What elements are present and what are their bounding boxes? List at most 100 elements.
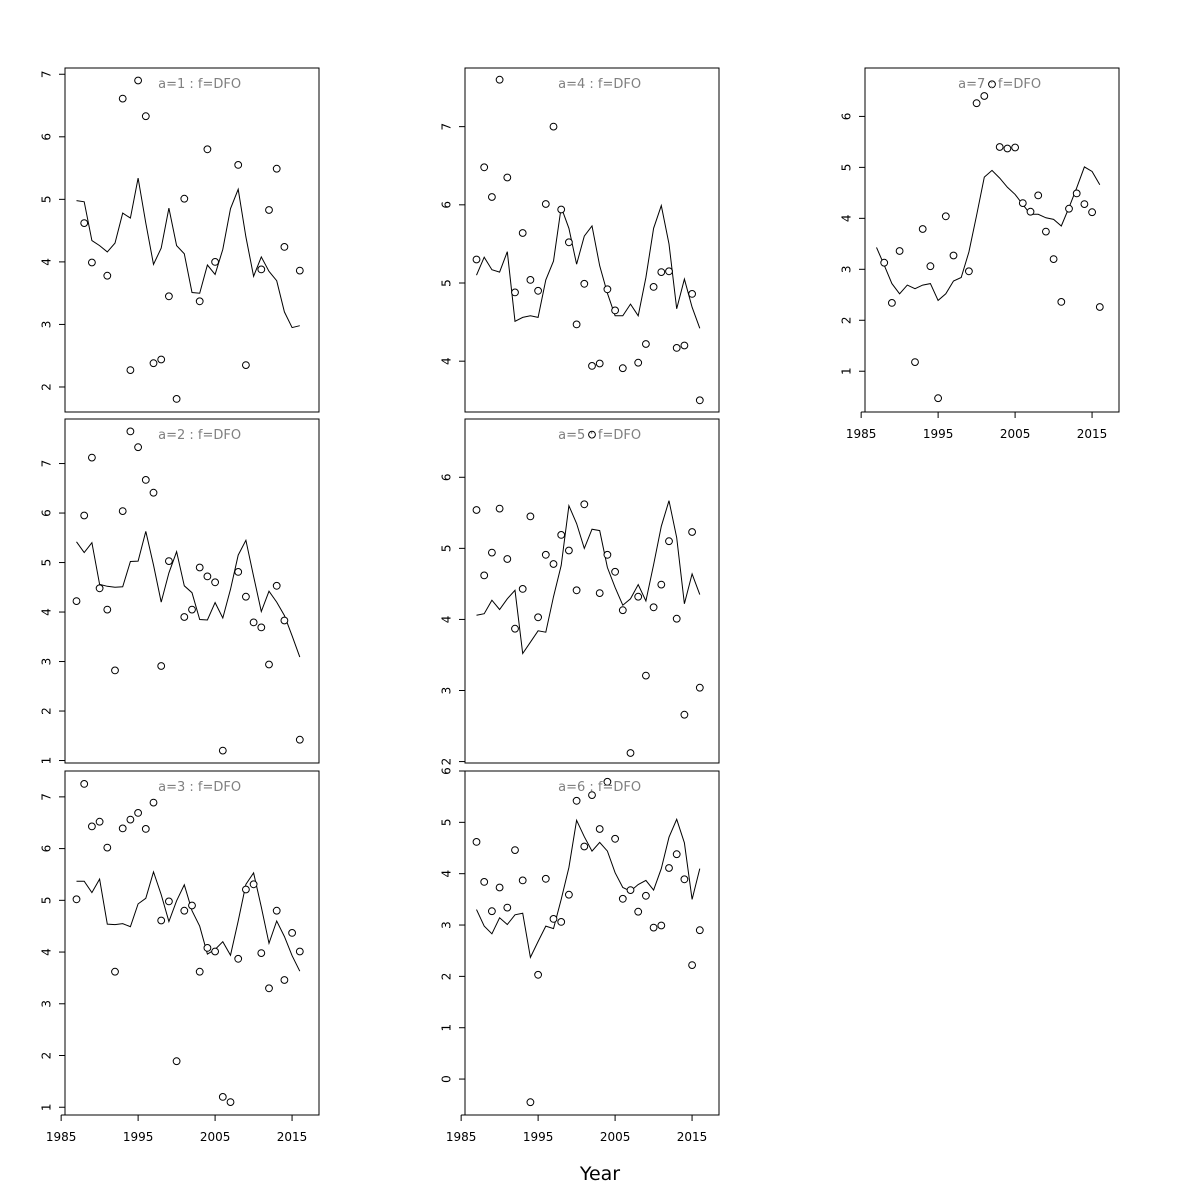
panel-1-ytick-label-5: 6 xyxy=(40,133,54,141)
panel-2-point-10 xyxy=(141,476,150,484)
panel-3-point-14 xyxy=(172,1057,181,1066)
panel-1-point-14 xyxy=(203,145,212,154)
panel-7-point-27 xyxy=(1095,303,1104,311)
panel-6-point-8 xyxy=(526,1098,535,1107)
panel-1-point-13 xyxy=(195,297,204,306)
panel-7-point-26 xyxy=(1088,208,1096,217)
panel-7-point-15 xyxy=(1003,144,1012,153)
panel-2-point-6 xyxy=(111,666,119,675)
panel-3-point-7 xyxy=(118,824,127,833)
panel-4-point-1 xyxy=(472,255,481,264)
panel-6-xtick-label-3: 2005 xyxy=(600,1130,631,1144)
panel-6-point-2 xyxy=(480,878,489,886)
panel-5-fitted-line xyxy=(476,500,701,655)
panel-7-ytick-label-3: 3 xyxy=(840,265,854,273)
panel-5-point-30 xyxy=(695,683,704,692)
panel-4-point-22 xyxy=(642,340,650,348)
panel-1-point-16 xyxy=(234,161,243,169)
panel-2-point-13 xyxy=(165,557,173,565)
panel-3-point-16 xyxy=(188,901,196,910)
panel-6-point-22 xyxy=(634,907,643,916)
panel-4-point-24 xyxy=(657,268,666,277)
panel-4-point-26 xyxy=(672,344,681,352)
panel-4-title: a=4 : f=DFO xyxy=(558,77,641,92)
panel-2-point-23 xyxy=(257,623,266,632)
panel-3-point-3 xyxy=(88,822,96,831)
panel-3-point-20 xyxy=(218,1093,227,1101)
panel-5-point-22 xyxy=(634,592,643,601)
panel-1-title: a=1 : f=DFO xyxy=(158,77,241,92)
panel-5-point-12 xyxy=(557,531,566,539)
panel-6-point-27 xyxy=(672,850,681,859)
panel-6-point-29 xyxy=(688,961,696,969)
panel-3-point-28 xyxy=(280,976,289,984)
panel-5-point-17 xyxy=(595,589,604,597)
panel-4-point-21 xyxy=(634,358,643,367)
panel-5-point-14 xyxy=(572,586,581,595)
panel-1-ytick-label-1: 2 xyxy=(40,383,54,391)
panel-5-point-23 xyxy=(642,671,650,680)
panel-3-point-11 xyxy=(149,798,158,807)
panel-6-point-14 xyxy=(572,796,581,805)
panel-3-point-12 xyxy=(157,916,166,925)
panel-4-point-9 xyxy=(534,286,542,295)
panel-4-point-14 xyxy=(572,320,581,329)
panel-5-point-21 xyxy=(626,749,635,757)
panel-6-point-21 xyxy=(626,886,635,894)
panel-7-point-20 xyxy=(1042,227,1050,236)
panel-3-point-29 xyxy=(288,929,297,937)
panel-5-title: a=5 : f=DFO xyxy=(558,428,641,443)
panel-5-point-29 xyxy=(688,528,696,536)
panel-5-point-15 xyxy=(580,500,589,509)
panel-5-point-4 xyxy=(495,504,504,513)
panel-6-xtick-label-2: 1995 xyxy=(523,1130,554,1144)
panel-7-point-10 xyxy=(965,267,973,276)
panel-6-point-17 xyxy=(595,825,604,833)
panel-7-point-5 xyxy=(918,225,927,233)
panel-3-point-18 xyxy=(203,944,212,952)
panel-3-point-30 xyxy=(295,947,304,956)
panel-3-point-23 xyxy=(242,885,250,894)
panel-2-point-8 xyxy=(126,427,135,436)
panel-5-point-20 xyxy=(618,606,627,615)
panel-7-point-3 xyxy=(895,247,904,255)
panel-7-ytick-label-4: 4 xyxy=(840,215,854,223)
panel-7-point-24 xyxy=(1072,189,1081,198)
panel-2-point-15 xyxy=(188,605,196,614)
panel-7-point-14 xyxy=(995,143,1004,151)
panel-1: a=1 : f=DFO 2 3 4 5 6 7 xyxy=(40,67,320,413)
panel-4-ytick-label-1: 4 xyxy=(440,357,454,365)
panel-2: a=2 : f=DFO 1 2 3 4 5 6 7 xyxy=(40,418,320,764)
panel-1-ytick-label-2: 3 xyxy=(40,321,54,329)
panel-2-point-16 xyxy=(195,563,204,572)
panel-7-xtick-label-3: 2005 xyxy=(1000,427,1031,441)
panel-5-point-28 xyxy=(680,710,689,719)
panel-4-point-27 xyxy=(680,341,689,350)
panel-6-point-28 xyxy=(680,875,689,884)
panel-1-point-1 xyxy=(80,219,89,228)
panel-4-point-23 xyxy=(649,283,658,291)
panel-3-point-9 xyxy=(134,809,143,817)
panel-6-ytick-label-5: 4 xyxy=(440,870,454,878)
panel-4-point-28 xyxy=(688,290,696,298)
panel-3-ytick-label-7: 7 xyxy=(40,793,54,801)
panel-6-point-20 xyxy=(618,894,627,903)
panel-6-point-30 xyxy=(695,926,704,935)
panel-6-point-16 xyxy=(588,791,596,799)
panel-4-ytick-label-3: 6 xyxy=(440,201,454,209)
panel-3-point-1 xyxy=(72,895,81,904)
panel-5-point-7 xyxy=(518,585,527,593)
panel-4-point-5 xyxy=(503,173,512,182)
panel-6-point-15 xyxy=(580,842,589,851)
panel-6-point-3 xyxy=(488,907,496,916)
panel-3-point-4 xyxy=(95,817,104,826)
panel-4: a=4 : f=DFO 4 5 6 7 xyxy=(440,67,720,413)
panel-5-ytick-label-1: 2 xyxy=(440,758,454,766)
panel-3-fitted-line xyxy=(76,870,301,972)
panel-5-point-18 xyxy=(603,550,612,559)
panel-1-point-8 xyxy=(149,359,158,368)
panel-2-point-11 xyxy=(149,488,158,497)
panel-7-xtick-label-4: 2015 xyxy=(1077,427,1108,441)
panel-2-point-1 xyxy=(72,597,81,605)
panel-3-xtick-label-3: 2005 xyxy=(200,1130,231,1144)
